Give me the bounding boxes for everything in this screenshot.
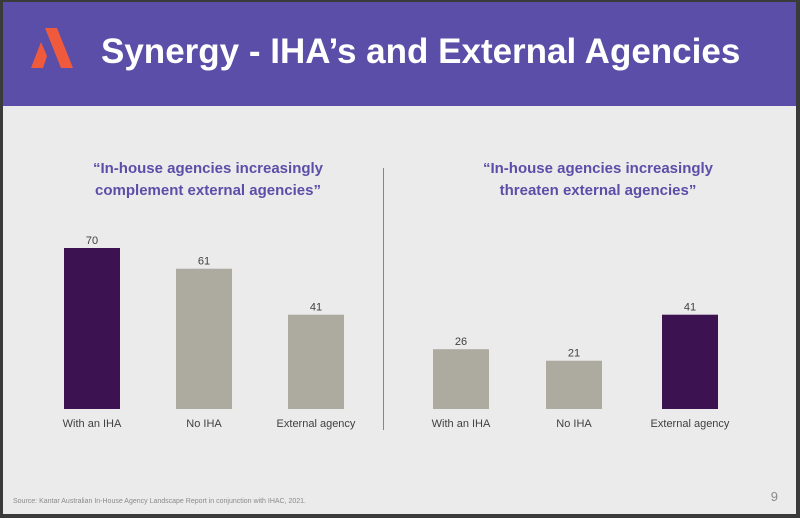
bar-1-1 [64, 248, 120, 409]
chart-title-complement: “In-house agencies increasingly compleme… [92, 160, 324, 199]
header-bar: Synergy - IHA’s and External Agencies [3, 2, 796, 106]
bar-value-label: 70 [86, 235, 98, 247]
category-label: With an IHA [432, 418, 491, 430]
bar-2-3 [662, 314, 718, 409]
category-label: No IHA [186, 418, 222, 430]
chart-divider [383, 168, 384, 430]
bar-value-label: 61 [198, 256, 210, 268]
source-note: Source: Kantar Australian In-House Agenc… [13, 498, 307, 505]
category-label: No IHA [556, 418, 592, 430]
bar-2-2 [546, 360, 602, 409]
bar-2-1 [433, 349, 489, 409]
category-label: External agency [651, 418, 730, 430]
category-label: With an IHA [63, 418, 122, 430]
page-title: Synergy - IHA’s and External Agencies [101, 32, 741, 71]
chart-title-threaten: “In-house agencies increasingly threaten… [482, 160, 714, 199]
bar-value-label: 41 [310, 302, 322, 314]
bar-1-2 [176, 268, 232, 409]
bar-value-label: 21 [568, 348, 580, 360]
category-label: External agency [277, 418, 356, 430]
page-number: 9 [770, 489, 778, 504]
bar-charts: 70 With an IHA 61 No IHA 41 External agency 26… [63, 235, 730, 430]
bar-1-3 [288, 314, 344, 409]
slide: Synergy - IHA’s and External Agencies “I… [3, 2, 796, 514]
agency-logo-icon [31, 28, 73, 68]
bar-value-label: 26 [455, 336, 467, 348]
bar-value-label: 41 [684, 302, 696, 314]
